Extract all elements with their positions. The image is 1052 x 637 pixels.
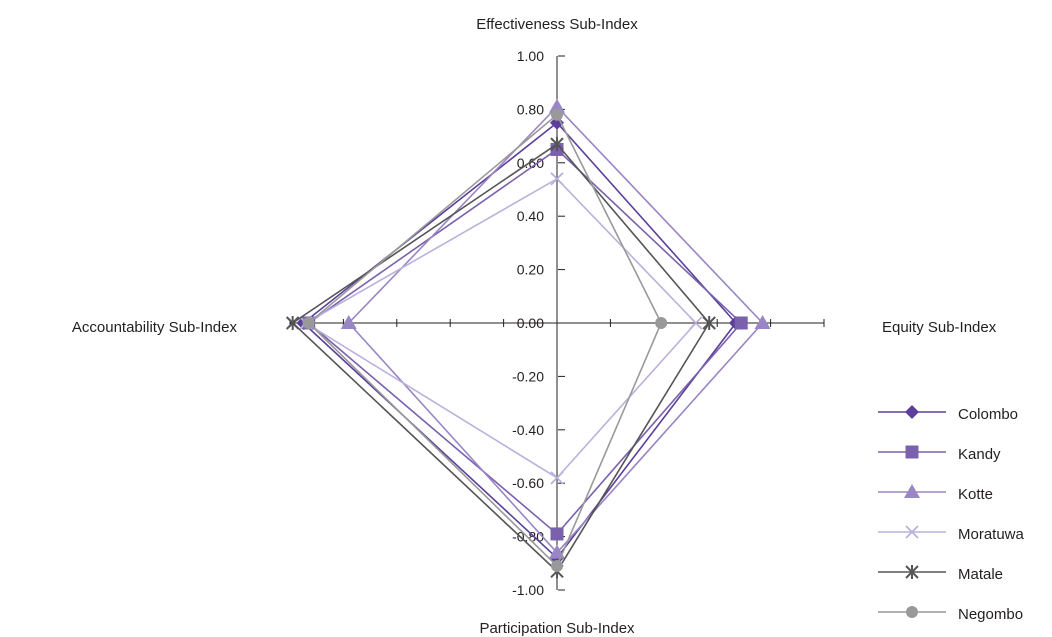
axis-title-accountability: Accountability Sub-Index bbox=[72, 319, 238, 336]
data-point-kandy bbox=[550, 527, 564, 541]
legend-symbol-matale bbox=[905, 565, 919, 579]
legend-symbol-negombo bbox=[906, 606, 918, 618]
axes-layer: 1.000.800.600.400.200.00-0.20-0.40-0.60-… bbox=[289, 48, 825, 598]
vertical-tick-label: -1.00 bbox=[512, 582, 544, 598]
series-colombo bbox=[296, 115, 743, 565]
axis-title-equity: Equity Sub-Index bbox=[882, 319, 997, 336]
legend-marker-negombo bbox=[878, 606, 946, 618]
vertical-tick-label: -0.60 bbox=[512, 475, 544, 491]
data-point-moratuwa bbox=[550, 471, 564, 485]
legend-marker-matale bbox=[878, 565, 946, 579]
legend-label-kotte: Kotte bbox=[958, 486, 993, 503]
series-line-moratuwa bbox=[304, 177, 697, 479]
data-point-matale bbox=[550, 137, 564, 152]
data-point-moratuwa bbox=[689, 316, 703, 330]
legend-symbol-moratuwa bbox=[905, 525, 919, 539]
data-point-negombo bbox=[655, 317, 668, 329]
vertical-tick-label: -0.20 bbox=[512, 368, 544, 384]
legend-label-moratuwa: Moratuwa bbox=[958, 526, 1025, 543]
vertical-tick-label: -0.80 bbox=[512, 529, 544, 545]
legend: Colombo Kandy Kotte Moratuwa Matale Nego… bbox=[878, 405, 1025, 623]
legend-label-kandy: Kandy bbox=[958, 446, 1001, 463]
legend-item-colombo: Colombo bbox=[878, 405, 1018, 423]
vertical-tick-label: 0.20 bbox=[517, 262, 544, 278]
legend-marker-kotte bbox=[878, 484, 946, 498]
vertical-tick-label: 1.00 bbox=[517, 48, 544, 64]
vertical-tick-label: 0.80 bbox=[517, 101, 544, 117]
axis-title-effectiveness: Effectiveness Sub-Index bbox=[476, 16, 638, 33]
legend-marker-moratuwa bbox=[878, 525, 946, 539]
legend-symbol-kotte bbox=[904, 484, 920, 498]
vertical-tick-label: -0.40 bbox=[512, 422, 544, 438]
data-point-negombo bbox=[551, 559, 563, 572]
data-point-negombo bbox=[302, 317, 315, 329]
data-point-kandy bbox=[734, 316, 748, 330]
legend-item-negombo: Negombo bbox=[878, 606, 1023, 623]
data-point-matale bbox=[702, 316, 716, 330]
series-negombo bbox=[302, 108, 668, 572]
data-point-moratuwa bbox=[550, 172, 564, 186]
data-point-negombo bbox=[551, 108, 563, 121]
legend-marker-colombo bbox=[878, 405, 946, 419]
series-line-kotte bbox=[347, 105, 764, 554]
legend-item-kotte: Kotte bbox=[878, 484, 993, 503]
data-point-kotte bbox=[549, 98, 565, 113]
series-layer bbox=[285, 98, 771, 579]
legend-marker-kandy bbox=[878, 445, 946, 459]
legend-label-negombo: Negombo bbox=[958, 606, 1023, 623]
data-point-matale bbox=[285, 316, 300, 330]
legend-symbol-colombo bbox=[905, 405, 919, 419]
data-point-kotte bbox=[340, 315, 357, 329]
legend-symbol-kandy bbox=[905, 445, 919, 459]
series-line-colombo bbox=[302, 121, 737, 560]
axis-title-participation: Participation Sub-Index bbox=[479, 620, 635, 637]
vertical-tick-label: 0.40 bbox=[517, 208, 544, 224]
legend-item-kandy: Kandy bbox=[878, 445, 1001, 463]
legend-label-matale: Matale bbox=[958, 566, 1003, 583]
legend-item-matale: Matale bbox=[878, 565, 1003, 583]
legend-label-colombo: Colombo bbox=[958, 406, 1018, 423]
legend-item-moratuwa: Moratuwa bbox=[878, 525, 1025, 543]
series-kotte bbox=[340, 98, 771, 559]
data-point-kotte bbox=[754, 315, 771, 329]
vertical-tick-label: 0.00 bbox=[517, 315, 544, 331]
